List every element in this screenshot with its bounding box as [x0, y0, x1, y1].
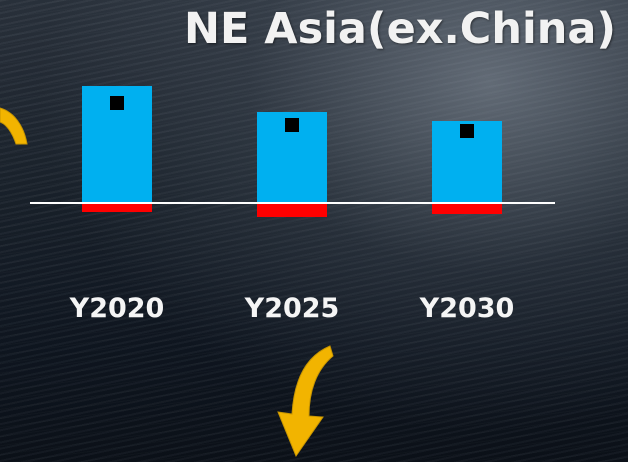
marker-point: [285, 118, 299, 132]
markers-group: [110, 96, 474, 138]
marker-point: [110, 96, 124, 110]
bar-negative: [257, 203, 327, 217]
category-label: Y2030: [419, 293, 515, 324]
category-labels: Y2020 Y2025 Y2030: [69, 293, 515, 324]
category-label: Y2025: [244, 293, 340, 324]
category-label: Y2020: [69, 293, 165, 324]
marker-point: [460, 124, 474, 138]
bars-group: [82, 86, 502, 217]
chart-title: NE Asia(ex.China): [183, 4, 616, 54]
bar-negative: [432, 203, 502, 214]
curved-down-arrow-icon: [277, 345, 334, 458]
bar-negative: [82, 203, 152, 212]
curved-arrow-icon: [0, 107, 28, 145]
